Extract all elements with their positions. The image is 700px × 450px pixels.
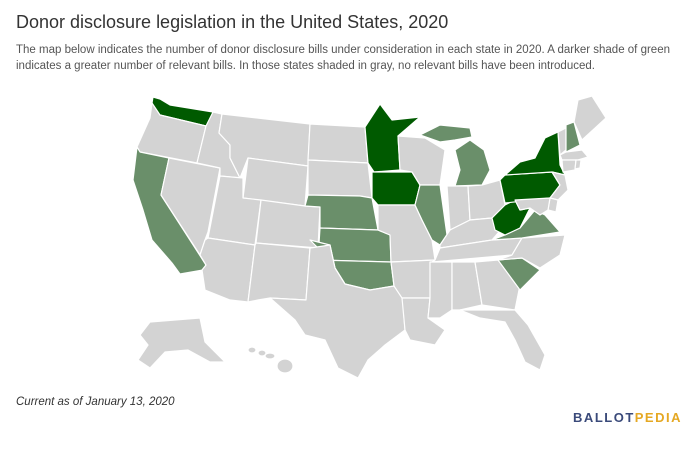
logo-pedia-text: PEDIA (634, 410, 682, 425)
state-CO[interactable] (255, 199, 321, 249)
state-ND[interactable] (307, 123, 369, 164)
logo-ballot-text: BALLOT (573, 410, 635, 425)
state-MD[interactable] (514, 197, 551, 216)
state-RI[interactable] (574, 159, 582, 170)
state-MI[interactable] (454, 139, 491, 187)
state-ME[interactable] (573, 95, 607, 141)
state-AK[interactable] (137, 317, 226, 369)
state-AZ[interactable] (199, 237, 256, 303)
map-title: Donor disclosure legislation in the Unit… (16, 12, 449, 32)
state-NH[interactable] (565, 121, 581, 153)
state-MI-upper[interactable] (419, 124, 473, 143)
state-CA[interactable] (132, 146, 207, 275)
ballotpedia-logo[interactable]: BALLOTPEDIA (573, 410, 682, 425)
state-AR[interactable] (390, 259, 436, 299)
state-AL[interactable] (451, 261, 483, 311)
state-CT[interactable] (561, 159, 577, 173)
current-as-of-note: Current as of January 13, 2020 (16, 396, 175, 408)
state-IL[interactable] (414, 184, 448, 246)
state-FL[interactable] (459, 309, 546, 371)
state-NM[interactable] (247, 242, 311, 303)
state-IA[interactable] (371, 171, 421, 206)
state-MS[interactable] (427, 261, 453, 319)
state-NC[interactable] (497, 234, 566, 269)
state-NY[interactable] (504, 131, 566, 176)
state-HI[interactable] (247, 346, 294, 374)
state-VT[interactable] (557, 127, 567, 156)
state-SD[interactable] (307, 159, 373, 199)
state-TX[interactable] (269, 244, 406, 379)
map-subtitle: The map below indicates the number of do… (16, 44, 670, 72)
